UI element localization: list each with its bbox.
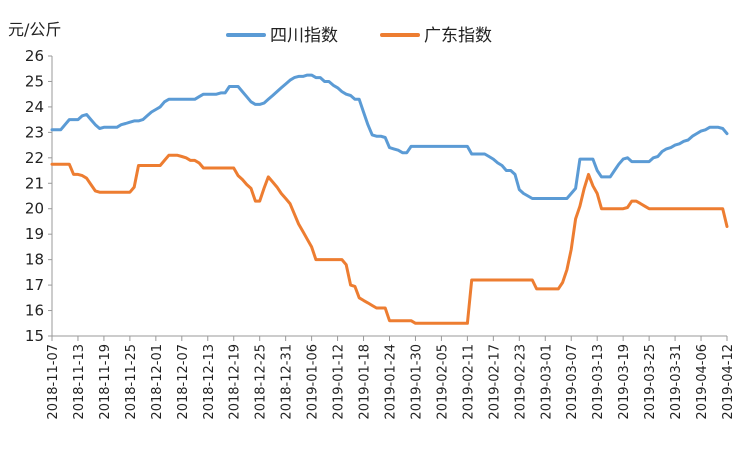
series-line-guangdong xyxy=(50,153,729,325)
x-tick-label: 2019-03-01 xyxy=(539,344,554,420)
y-tick-label: 22 xyxy=(25,149,44,167)
x-tick-label: 2019-03-19 xyxy=(617,344,632,420)
x-axis: 2018-11-07 2018-11-13 2018-11-19 2018-11-25… xyxy=(46,335,736,420)
x-tick-label: 2019-02-11 xyxy=(461,344,476,420)
x-tick-label: 2018-12-31 xyxy=(280,344,295,420)
x-tick-label: 2019-03-07 xyxy=(565,344,580,420)
y-tick-label: 26 xyxy=(25,47,44,65)
x-tick-label: 2018-11-13 xyxy=(72,344,87,420)
x-tick-label: 2018-12-25 xyxy=(254,344,269,420)
x-tick-label: 2019-02-17 xyxy=(487,344,502,420)
y-tick-label: 19 xyxy=(25,225,44,243)
legend-item-guangdong: 广东指数 xyxy=(380,26,492,46)
y-tick-label: 21 xyxy=(25,174,44,192)
legend-item-sichuan: 四川指数 xyxy=(226,26,338,46)
x-tick-label: 2018-12-13 xyxy=(202,344,217,420)
x-tick-label: 2019-01-18 xyxy=(358,344,373,420)
x-tick-label: 2019-01-12 xyxy=(332,344,347,420)
series-lines xyxy=(50,73,729,325)
x-tick-label: 2019-01-30 xyxy=(409,344,424,420)
x-tick-label: 2018-12-19 xyxy=(228,344,243,420)
y-tick-label: 25 xyxy=(25,72,44,90)
legend-label-guangdong: 广东指数 xyxy=(424,26,492,46)
x-tick-label: 2018-11-19 xyxy=(98,344,113,420)
x-tick-label: 2018-12-01 xyxy=(150,344,165,420)
y-tick-label: 18 xyxy=(25,251,44,269)
x-tick-label: 2019-04-06 xyxy=(695,344,710,420)
legend-label-sichuan: 四川指数 xyxy=(270,26,338,46)
x-tick-label: 2019-01-24 xyxy=(384,344,399,420)
x-tick-label: 2019-04-12 xyxy=(721,344,736,420)
x-tick-label: 2018-12-07 xyxy=(176,344,191,420)
y-tick-label: 23 xyxy=(25,123,44,141)
series-line-sichuan xyxy=(50,73,729,200)
x-tick-label: 2019-02-23 xyxy=(513,344,528,420)
y-tick-label: 20 xyxy=(25,200,44,218)
x-tick-label: 2019-03-31 xyxy=(669,344,684,420)
x-tick-label: 2018-11-07 xyxy=(46,344,61,420)
y-tick-label: 15 xyxy=(25,327,44,345)
y-tick-label: 16 xyxy=(25,302,44,320)
legend: 四川指数 广东指数 xyxy=(226,26,492,46)
y-tick-label: 17 xyxy=(25,276,44,294)
x-tick-label: 2019-02-05 xyxy=(435,344,450,420)
y-axis-unit-label: 元/公斤 xyxy=(8,20,61,39)
x-tick-label: 2019-01-06 xyxy=(306,344,321,420)
x-tick-label: 2019-03-13 xyxy=(591,344,606,420)
x-tick-label: 2019-03-25 xyxy=(643,344,658,420)
y-tick-label: 24 xyxy=(25,98,44,116)
y-axis: 15 16 17 18 19 20 21 22 23 24 25 26 xyxy=(25,47,53,345)
x-tick-label: 2018-11-25 xyxy=(124,344,139,420)
